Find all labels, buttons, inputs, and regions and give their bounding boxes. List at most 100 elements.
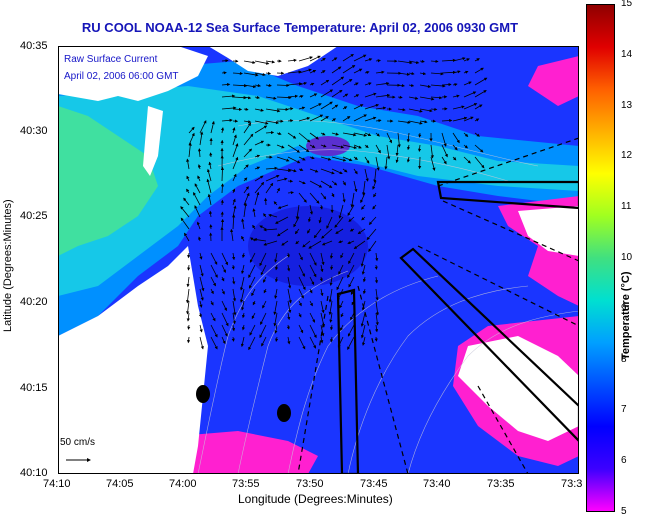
current-vector: [318, 216, 322, 224]
current-vector: [330, 336, 334, 343]
current-vector: [298, 312, 302, 318]
current-vector: [353, 156, 358, 160]
current-vector: [254, 125, 268, 134]
lane-outline-east: [436, 180, 579, 210]
current-vector: [374, 276, 379, 284]
current-vector: [260, 264, 267, 276]
current-vector: [232, 143, 239, 158]
colorbar-tick: 13: [621, 99, 633, 111]
current-vector: [375, 312, 379, 326]
current-vector: [368, 216, 377, 225]
current-vector: [397, 120, 411, 124]
current-vector: [441, 118, 453, 123]
lane-dashed-3: [417, 245, 579, 327]
current-vector: [342, 132, 357, 137]
current-vector: [474, 156, 485, 169]
current-vector: [188, 126, 195, 134]
current-vector: [276, 144, 285, 149]
colorbar-tick: 7: [621, 404, 627, 416]
current-vector: [364, 144, 369, 149]
current-vector: [342, 53, 354, 62]
current-vector: [287, 119, 294, 123]
current-vector: [349, 228, 355, 232]
current-vector: [287, 191, 294, 195]
current-vector: [452, 83, 458, 87]
current-vector: [263, 276, 267, 283]
current-vector: [254, 175, 264, 182]
current-vector: [208, 161, 212, 170]
current-vector: [408, 60, 420, 64]
current-vector: [232, 252, 236, 261]
current-vector: [298, 168, 304, 172]
station-marker-2: [277, 404, 291, 422]
current-vector: [330, 264, 334, 271]
current-vector: [298, 117, 311, 122]
scale-label: 50 cm/s: [60, 437, 96, 448]
current-vector: [372, 180, 377, 190]
current-vector: [320, 57, 326, 62]
current-vector: [364, 70, 370, 75]
current-vector: [286, 324, 290, 330]
current-vector: [309, 132, 319, 140]
current-vector: [463, 132, 469, 137]
current-vector: [273, 201, 278, 206]
x-tick: 73:45: [360, 478, 388, 490]
current-vector: [320, 288, 324, 297]
current-vector: [252, 208, 256, 218]
current-vector: [320, 168, 335, 175]
current-vector: [254, 60, 270, 65]
current-vector: [419, 71, 427, 76]
current-vector: [298, 144, 310, 153]
current-vector: [342, 168, 348, 173]
current-vector: [360, 324, 366, 339]
current-vector: [199, 324, 203, 333]
sst-magenta-east: [528, 56, 579, 106]
current-vector: [386, 144, 391, 160]
current-vector: [338, 204, 344, 219]
current-vector: [180, 206, 190, 218]
current-vector: [261, 336, 267, 347]
current-vector: [277, 204, 289, 209]
current-vector: [298, 276, 306, 291]
lane-outline-southeast: [399, 247, 579, 443]
current-vector: [220, 127, 225, 134]
current-vector: [350, 192, 355, 208]
current-vector: [320, 132, 326, 136]
current-vector: [243, 186, 249, 194]
current-vector: [347, 324, 355, 337]
current-vector: [452, 144, 458, 151]
map-frame: [58, 46, 579, 474]
current-vector: [474, 118, 480, 122]
lane-dashed-1: [437, 137, 579, 187]
current-vector: [430, 96, 443, 100]
current-vector: [362, 288, 367, 295]
current-vector: [265, 83, 272, 88]
current-vector: [263, 213, 267, 218]
colorbar-tick: 14: [621, 48, 633, 60]
current-vector: [276, 83, 290, 87]
current-vector: [348, 252, 355, 265]
current-vector: [336, 276, 344, 291]
current-vector: [331, 89, 343, 98]
current-vector: [186, 188, 190, 194]
current-vector: [265, 71, 272, 75]
current-vector: [309, 55, 321, 62]
current-vector: [397, 132, 401, 148]
current-vector: [252, 224, 256, 230]
current-vector: [243, 202, 248, 218]
current-vector: [263, 288, 267, 294]
current-vector: [353, 94, 360, 98]
current-vector: [320, 116, 329, 122]
current-vector: [281, 240, 289, 246]
current-vector: [254, 108, 264, 112]
current-vector: [474, 90, 487, 98]
current-vector: [419, 120, 428, 124]
current-vector: [408, 71, 415, 76]
current-vector: [298, 132, 311, 143]
current-vector: [248, 336, 256, 351]
x-tick: 73:35: [487, 478, 515, 490]
current-vector: [276, 228, 289, 237]
current-vector: [342, 78, 353, 86]
current-vector: [408, 83, 415, 87]
current-vector: [241, 218, 245, 230]
